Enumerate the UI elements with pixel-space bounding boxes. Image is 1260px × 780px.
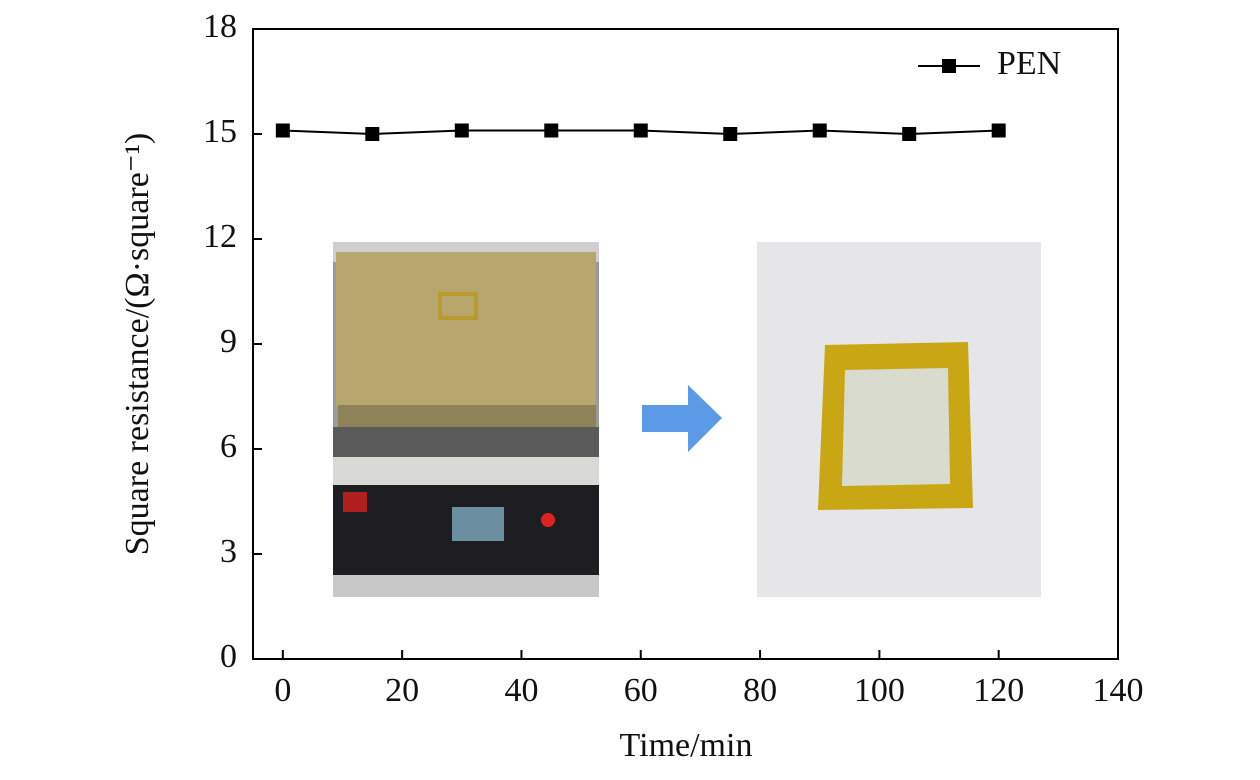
inset-photo-film — [757, 242, 1041, 597]
inset-arrow — [642, 385, 722, 452]
inset-photo-hotplate — [333, 242, 599, 597]
x-tick-label: 140 — [1093, 672, 1144, 709]
legend-marker — [942, 59, 956, 73]
data-point — [902, 127, 917, 141]
y-tick-label: 15 — [203, 113, 237, 150]
data-point — [275, 123, 290, 138]
data-point — [633, 123, 648, 138]
data-point — [544, 123, 559, 138]
x-tick-label: 60 — [624, 672, 658, 709]
y-tick-label: 0 — [220, 638, 237, 675]
x-tick-label: 120 — [973, 672, 1024, 709]
y-tick-label: 12 — [203, 218, 237, 255]
y-axis-label: Square resistance/(Ω·square⁻¹) — [119, 133, 156, 556]
data-point — [812, 123, 827, 138]
x-tick-label: 0 — [274, 672, 291, 709]
y-tick-label: 18 — [203, 8, 237, 45]
x-tick-label: 20 — [385, 672, 419, 709]
data-point — [991, 123, 1006, 138]
legend-label: PEN — [997, 45, 1061, 82]
data-point — [723, 127, 738, 141]
x-tick-label: 40 — [504, 672, 538, 709]
x-axis-label: Time/min — [620, 727, 753, 764]
y-tick-label: 9 — [220, 323, 237, 360]
data-point — [454, 123, 469, 138]
y-tick-label: 3 — [220, 533, 237, 570]
data-point — [365, 127, 380, 141]
y-tick-label: 6 — [220, 428, 237, 465]
x-tick-label: 100 — [854, 672, 905, 709]
x-tick-label: 80 — [743, 672, 777, 709]
